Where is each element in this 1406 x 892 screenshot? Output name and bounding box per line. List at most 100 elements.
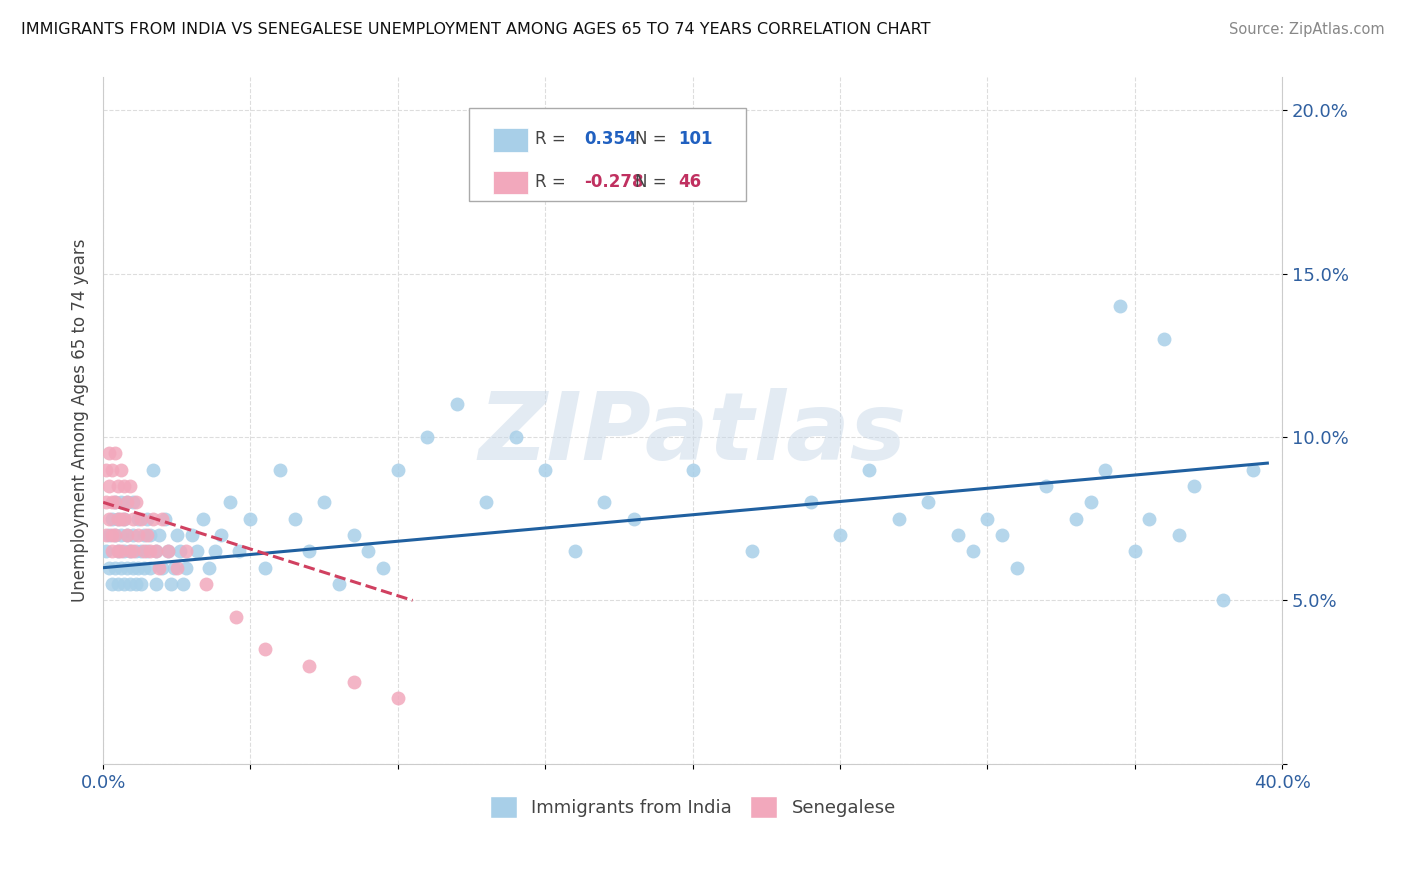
Point [991, 528, 1014, 542]
Point [128, 511, 150, 525]
Point [131, 544, 153, 558]
Point [104, 446, 127, 460]
Point [314, 495, 336, 509]
Point [1241, 463, 1264, 477]
Point [145, 577, 167, 591]
Point [107, 479, 129, 493]
Point [1212, 593, 1234, 607]
Point [174, 560, 197, 574]
Point [136, 511, 159, 525]
Point [148, 528, 170, 542]
Point [104, 560, 127, 574]
Text: ZIPatlas: ZIPatlas [478, 388, 907, 481]
Point [298, 544, 321, 558]
Point [115, 528, 138, 542]
Point [128, 528, 150, 542]
Point [148, 560, 170, 574]
Point [198, 560, 221, 574]
Text: Source: ZipAtlas.com: Source: ZipAtlas.com [1229, 22, 1385, 37]
Point [153, 511, 176, 525]
Point [107, 511, 129, 525]
Point [946, 528, 969, 542]
Point [209, 528, 232, 542]
Point [115, 495, 138, 509]
Point [124, 544, 146, 558]
Point [357, 544, 380, 558]
Point [150, 511, 173, 525]
Point [110, 544, 132, 558]
Point [505, 430, 527, 444]
Point [101, 495, 124, 509]
Point [156, 544, 179, 558]
Point [101, 511, 124, 525]
Point [887, 511, 910, 525]
Point [94, 528, 117, 542]
Point [107, 511, 129, 525]
Point [98, 479, 121, 493]
Point [128, 560, 150, 574]
Point [328, 577, 350, 591]
Text: 0.354: 0.354 [583, 130, 637, 148]
Point [110, 495, 132, 509]
Point [134, 528, 156, 542]
FancyBboxPatch shape [468, 108, 745, 201]
Point [1064, 511, 1087, 525]
Point [110, 511, 132, 525]
FancyBboxPatch shape [494, 170, 527, 194]
Point [1139, 511, 1161, 525]
Point [145, 544, 167, 558]
Point [115, 495, 138, 509]
Point [254, 642, 277, 657]
Point [1035, 479, 1057, 493]
Point [142, 511, 165, 525]
Point [1109, 299, 1132, 313]
Point [112, 511, 135, 525]
Point [193, 511, 215, 525]
Point [98, 560, 121, 574]
Text: IMMIGRANTS FROM INDIA VS SENEGALESE UNEMPLOYMENT AMONG AGES 65 TO 74 YEARS CORRE: IMMIGRANTS FROM INDIA VS SENEGALESE UNEM… [21, 22, 931, 37]
Point [166, 528, 188, 542]
Point [104, 495, 127, 509]
Point [110, 463, 132, 477]
Point [682, 463, 704, 477]
Point [172, 577, 194, 591]
FancyBboxPatch shape [494, 128, 527, 152]
Point [98, 446, 121, 460]
Point [387, 463, 409, 477]
Point [101, 577, 124, 591]
Point [1005, 560, 1028, 574]
Point [139, 528, 162, 542]
Point [104, 495, 127, 509]
Point [94, 544, 117, 558]
Point [134, 560, 156, 574]
Point [166, 560, 188, 574]
Point [121, 495, 143, 509]
Point [298, 658, 321, 673]
Point [343, 528, 366, 542]
Legend: Immigrants from India, Senegalese: Immigrants from India, Senegalese [484, 790, 901, 823]
Point [156, 544, 179, 558]
Point [186, 544, 208, 558]
Text: 101: 101 [679, 130, 713, 148]
Point [118, 577, 141, 591]
Point [564, 544, 586, 558]
Point [134, 544, 156, 558]
Point [828, 528, 851, 542]
Point [1123, 544, 1146, 558]
Point [180, 528, 202, 542]
Point [139, 560, 162, 574]
Point [1168, 528, 1191, 542]
Point [131, 511, 153, 525]
Text: -0.278: -0.278 [583, 173, 644, 191]
Point [112, 479, 135, 493]
Point [284, 511, 307, 525]
Text: R =: R = [534, 130, 571, 148]
Point [104, 528, 127, 542]
Point [121, 511, 143, 525]
Point [124, 495, 146, 509]
Point [446, 397, 468, 411]
Point [174, 544, 197, 558]
Point [1094, 463, 1116, 477]
Point [163, 560, 186, 574]
Point [124, 577, 146, 591]
